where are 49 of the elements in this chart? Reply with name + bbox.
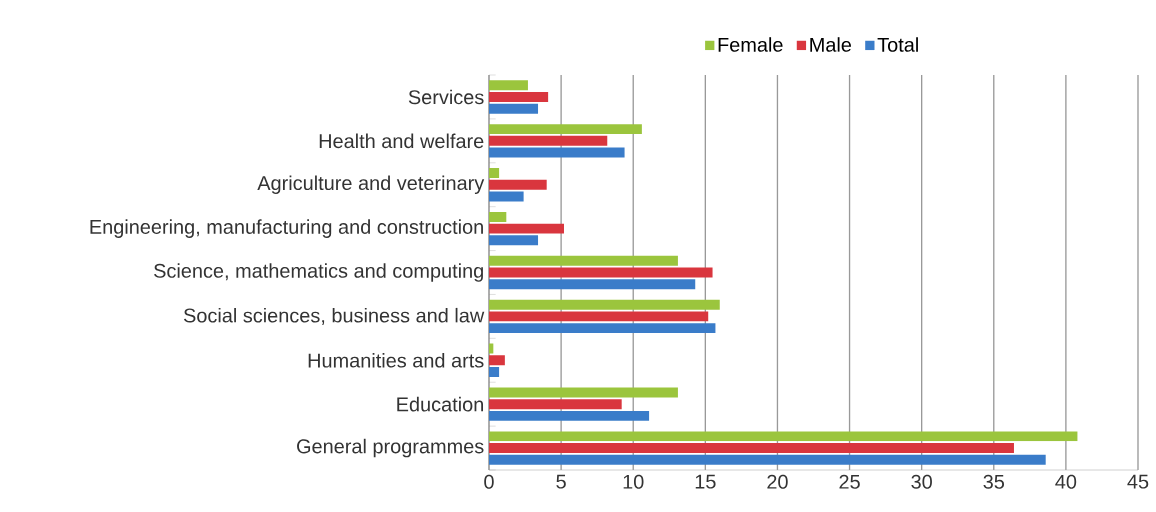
bar <box>489 124 642 135</box>
bar <box>489 311 709 322</box>
bar <box>489 410 650 421</box>
bar <box>489 191 524 202</box>
x-tick-label: 30 <box>911 474 932 489</box>
legend-label: Female <box>718 37 783 52</box>
x-tick-label: 15 <box>695 474 716 489</box>
bar <box>489 367 500 377</box>
x-tick-label: 0 <box>484 474 494 489</box>
bar <box>489 168 500 178</box>
bar <box>489 387 678 398</box>
bar <box>489 267 713 278</box>
bar <box>489 91 549 102</box>
bar <box>489 355 505 366</box>
x-tick-label: 5 <box>556 474 566 489</box>
bar <box>489 179 547 190</box>
x-tick-label: 35 <box>983 474 1005 489</box>
legend-label: Total <box>877 37 918 52</box>
bar <box>489 279 696 290</box>
y-tick-label: Humanities and arts <box>308 352 484 368</box>
bar <box>489 235 539 246</box>
x-tick-label: 20 <box>767 474 788 489</box>
x-tick-label: 40 <box>1055 474 1077 489</box>
bar <box>489 80 528 91</box>
bar <box>489 299 720 310</box>
y-tick-label: Education <box>397 396 484 412</box>
legend-label: Male <box>810 37 852 52</box>
bar <box>489 135 608 146</box>
bar <box>489 103 539 114</box>
bar <box>489 255 678 266</box>
y-tick-label: Agriculture and veterinary <box>257 175 485 194</box>
x-tick-label: 25 <box>839 474 860 489</box>
bar <box>489 443 1014 454</box>
y-tick-label: Social sciences, business and law <box>183 307 485 325</box>
bar <box>489 399 622 410</box>
bar <box>489 454 1046 465</box>
bar <box>489 343 494 354</box>
y-tick-label: Health and welfare <box>319 133 484 149</box>
y-tick-label: Services <box>408 89 484 105</box>
bar <box>489 147 625 158</box>
x-tick-label: 45 <box>1127 474 1149 489</box>
bar <box>489 211 507 222</box>
bar <box>489 223 564 234</box>
y-tick-label: General programmes <box>297 438 484 458</box>
y-tick-label: Engineering, manufacturing and construction <box>90 219 483 238</box>
y-tick-label: Science, mathematics and computing <box>154 263 483 282</box>
bar <box>489 323 716 334</box>
x-tick-label: 10 <box>623 474 644 489</box>
bar <box>489 431 1078 442</box>
